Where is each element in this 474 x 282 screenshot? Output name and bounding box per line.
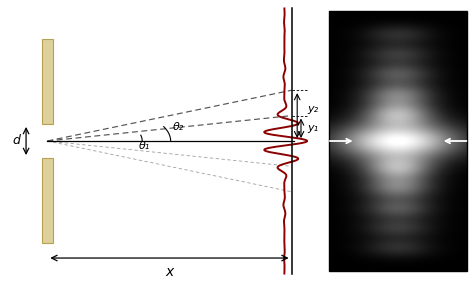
Text: y₂: y₂	[308, 103, 319, 114]
Text: θ₂: θ₂	[173, 122, 184, 132]
Bar	[42, 39, 53, 124]
Text: d: d	[13, 135, 20, 147]
Text: y₁: y₁	[308, 123, 319, 133]
Bar	[42, 158, 53, 243]
Text: x: x	[165, 265, 173, 279]
Text: θ₁: θ₁	[138, 141, 150, 151]
Bar	[329, 11, 467, 271]
